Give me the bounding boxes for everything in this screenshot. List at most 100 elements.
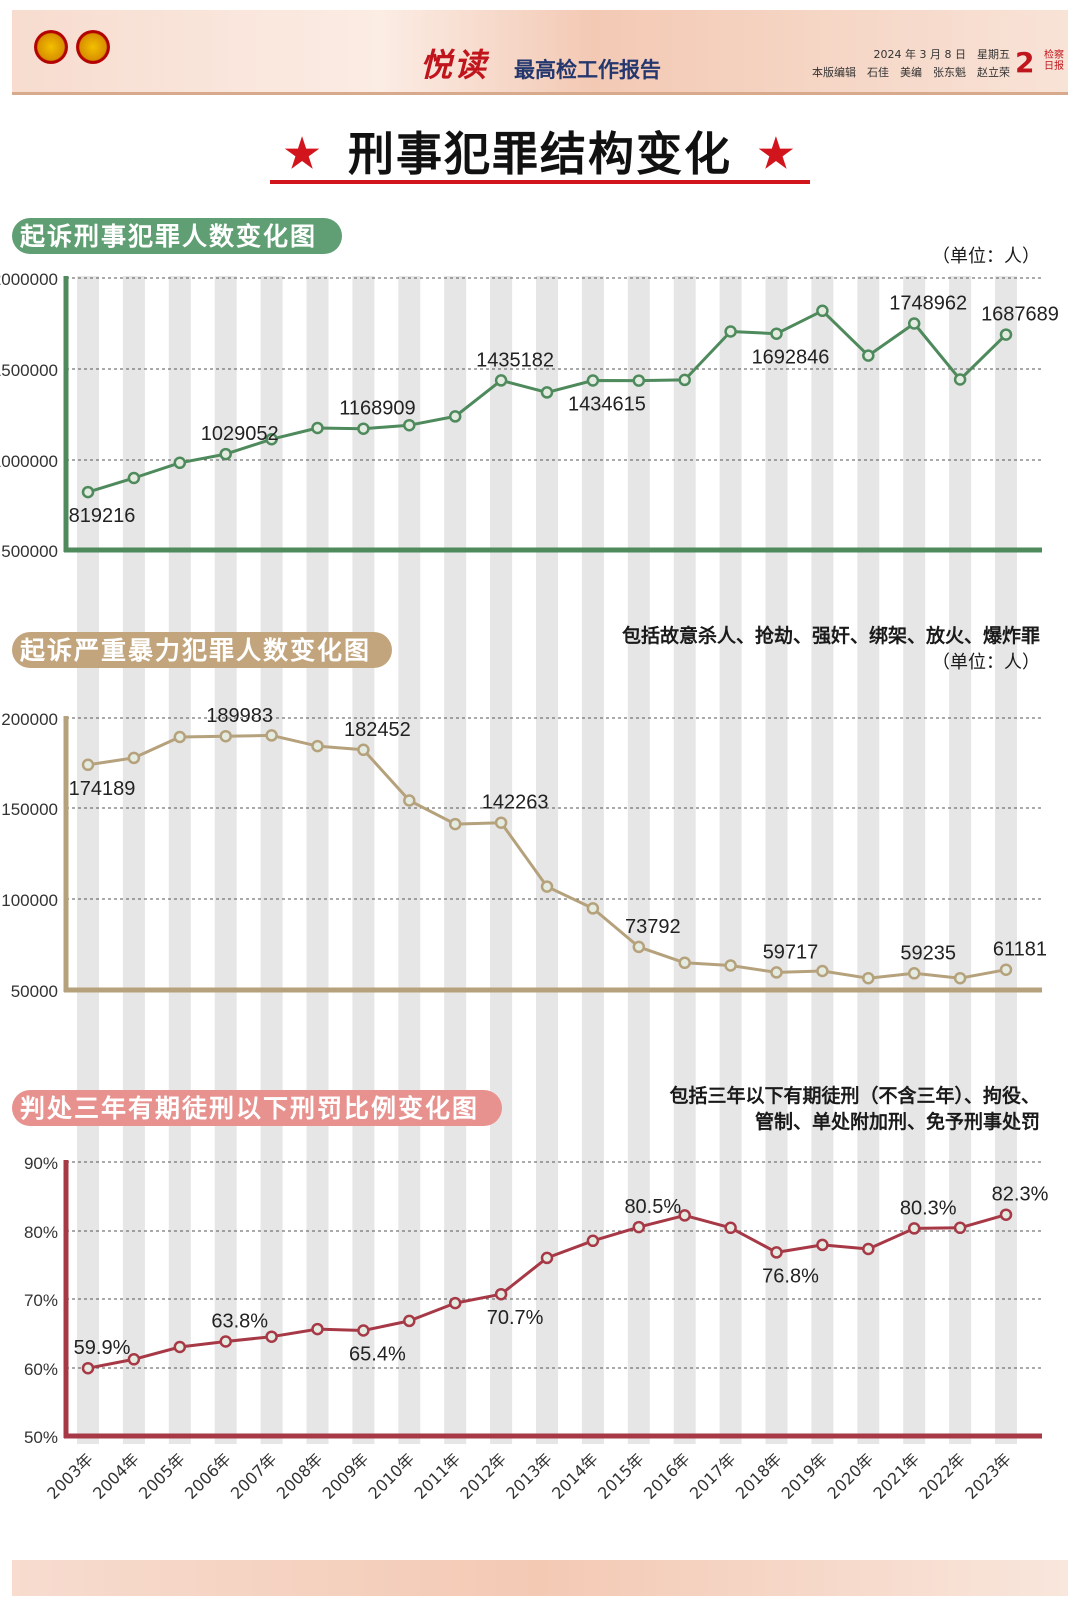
x-tick-label: 2005年 [135,1449,189,1503]
y-tick-label: 1000000 [0,452,58,471]
y-tick-label: 80% [24,1223,58,1242]
data-label: 1692846 [752,347,830,369]
star-left-icon: ★ [284,130,322,177]
data-label: 65.4% [349,1344,406,1366]
unit-note: （单位：人） [932,652,1040,673]
data-point [816,1238,829,1252]
y-tick-label: 150000 [1,800,58,819]
data-point [586,1234,600,1248]
data-point [81,758,95,772]
data-point [403,418,416,432]
data-point [724,325,737,338]
data-point [357,422,370,435]
page-header [12,10,1068,94]
data-point [540,1251,554,1265]
x-tick-label: 2021年 [869,1449,923,1503]
header-divider [12,92,1068,95]
data-point [265,1330,278,1343]
data-point [678,1209,691,1222]
year-stripe [765,276,788,1444]
data-point [448,1296,462,1310]
paper-logo: 检察日报 [1044,50,1064,72]
data-point [999,328,1013,341]
data-point [403,794,416,807]
year-stripe [581,276,604,1444]
year-stripe [490,276,513,1444]
x-tick-label: 2006年 [181,1449,235,1503]
data-label: 59235 [900,942,956,964]
data-point [81,1361,95,1375]
data-point [953,1221,967,1235]
year-stripe [444,276,467,1444]
data-label: 819216 [69,505,136,527]
header-subtitle: 最高检工作报告 [514,57,661,82]
data-label: 80.3% [900,1197,957,1219]
issue-date: 2024 年 3 月 8 日 星期五 [873,48,1010,61]
data-point [219,1335,232,1348]
y-tick-label: 200000 [1,710,58,729]
data-point [311,1322,324,1336]
x-tick-label: 2007年 [227,1449,281,1503]
data-point [862,1242,875,1256]
data-point [907,1222,921,1235]
y-tick-label: 70% [24,1291,58,1310]
data-label: 142263 [482,792,549,814]
star-right-icon: ★ [758,130,796,177]
y-tick-label: 500000 [1,542,58,561]
year-stripe [306,276,329,1444]
data-point [219,729,232,743]
page-footer [12,1560,1068,1596]
data-point [127,751,141,765]
x-tick-label: 2003年 [43,1449,97,1503]
data-point [724,959,737,972]
chart-title-pill [12,1090,502,1126]
year-stripe [122,276,145,1444]
data-point [219,447,232,461]
data-label: 59717 [763,941,819,963]
data-point [265,432,278,446]
data-label: 1029052 [201,423,279,445]
data-point [403,1314,416,1328]
data-point [265,729,278,742]
page-title: ★ 刑事犯罪结构变化 ★ [0,118,1080,184]
data-point [678,956,691,970]
data-label: 82.3% [992,1184,1049,1206]
year-stripe [77,276,99,1444]
data-point [678,373,691,387]
x-tick-label: 2004年 [89,1449,143,1503]
data-point [127,1353,141,1366]
chart-note: 包括三年以下有期徒刑（不含三年）、拘役、 [669,1084,1040,1107]
data-label: 59.9% [74,1337,131,1359]
y-tick-label: 2000000 [0,270,58,289]
data-point [632,1220,646,1234]
x-tick-label: 2023年 [961,1449,1015,1503]
data-label: 1434615 [568,394,646,416]
data-label: 189983 [206,705,273,727]
title-underline [270,180,810,184]
year-stripe [627,276,650,1444]
data-point [311,421,324,435]
data-label: 1435182 [476,349,554,371]
data-label: 80.5% [624,1196,681,1218]
chart-title-pill [12,218,342,254]
national-emblem-icon [34,30,68,64]
chart-title: 起诉刑事犯罪人数变化图 [20,222,317,251]
x-tick-label: 2017年 [686,1449,740,1503]
x-tick-label: 2022年 [915,1449,969,1503]
data-point [862,349,875,362]
year-stripe [673,276,696,1444]
data-point [173,730,187,744]
data-point [816,304,829,318]
data-point [81,485,95,499]
data-point [632,940,646,954]
year-stripe [352,276,375,1444]
x-tick-label: 2018年 [732,1449,786,1503]
year-stripe [903,276,926,1444]
year-stripe [398,276,421,1444]
chart-title: 判处三年有期徒刑以下刑罚比例变化图 [20,1094,479,1123]
year-stripe [857,276,880,1444]
data-label: 174189 [69,778,136,800]
x-tick-label: 2020年 [824,1449,878,1503]
x-tick-label: 2011年 [410,1449,464,1503]
